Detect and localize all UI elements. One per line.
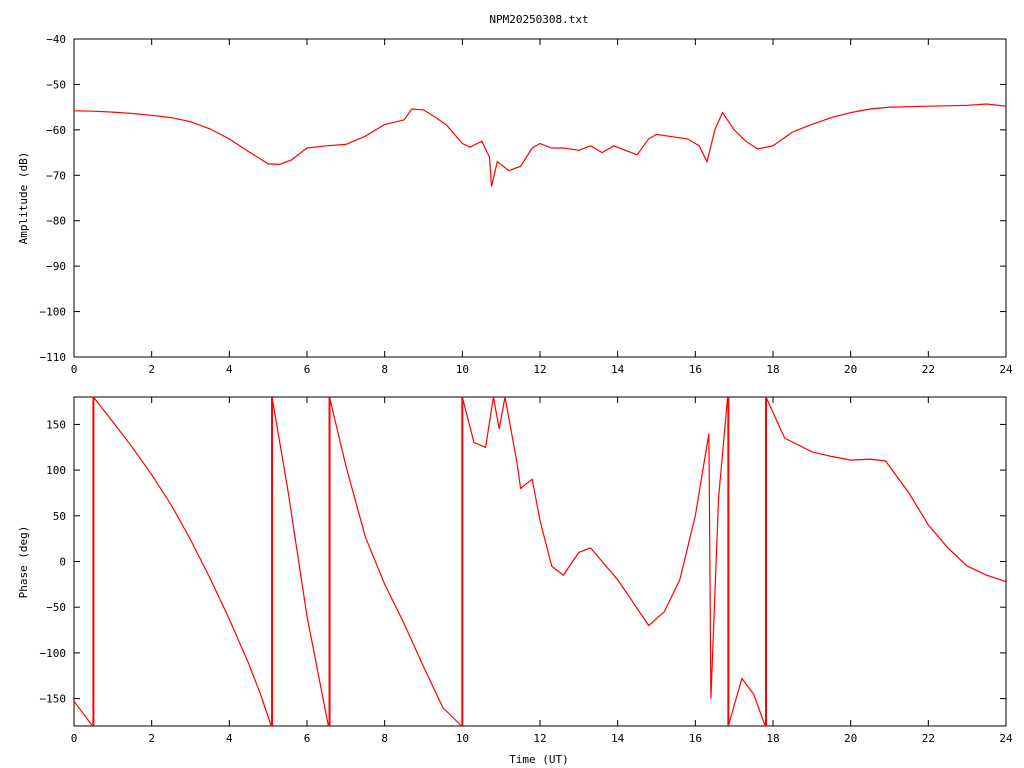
y-tick-label: −50: [46, 78, 66, 91]
x-tick-label: 2: [148, 363, 155, 376]
x-tick-label: 8: [381, 732, 388, 745]
x-axis-label: Time (UT): [509, 753, 569, 766]
amplitude-series-line: [73, 103, 1007, 187]
x-tick-label: 22: [922, 732, 935, 745]
phase-y-axis-label: Phase (deg): [17, 526, 30, 599]
y-tick-label: −90: [46, 260, 66, 273]
x-tick-label: 0: [71, 732, 78, 745]
x-tick-label: 24: [999, 732, 1013, 745]
y-tick-label: −80: [46, 215, 66, 228]
x-tick-label: 16: [689, 363, 702, 376]
y-tick-label: −50: [46, 601, 66, 614]
x-tick-label: 4: [226, 732, 233, 745]
x-tick-label: 20: [844, 732, 857, 745]
y-tick-label: −40: [46, 33, 66, 46]
x-tick-label: 24: [999, 363, 1013, 376]
y-tick-label: 50: [53, 510, 66, 523]
x-tick-label: 16: [689, 732, 702, 745]
y-tick-label: 0: [59, 556, 66, 569]
x-tick-label: 18: [766, 732, 779, 745]
phase-plot-frame: [73, 396, 1007, 727]
x-tick-label: 14: [611, 732, 625, 745]
x-tick-label: 20: [844, 363, 857, 376]
x-tick-label: 10: [456, 363, 469, 376]
y-tick-label: −110: [40, 351, 67, 364]
amplitude-panel: −40−50−60−70−80−90−100−110 0 2 4 6 8 10 12 14 16…: [17, 33, 1013, 376]
y-tick-label: −60: [46, 124, 66, 137]
amplitude-plot-frame: [73, 38, 1007, 358]
y-tick-label: −150: [40, 693, 67, 706]
chart-title: NPM20250308.txt: [489, 13, 588, 26]
amplitude-y-axis-label: Amplitude (dB): [17, 152, 30, 245]
y-tick-label: −100: [40, 306, 67, 319]
y-tick-label: −70: [46, 169, 66, 182]
x-tick-label: 0: [71, 363, 78, 376]
x-tick-label: 6: [304, 363, 311, 376]
x-tick-label: 18: [766, 363, 779, 376]
x-tick-label: 12: [533, 363, 546, 376]
y-tick-label: −100: [40, 647, 67, 660]
x-tick-label: 6: [304, 732, 311, 745]
x-tick-label: 2: [148, 732, 155, 745]
phase-series-line: [73, 396, 1007, 727]
x-tick-label: 10: [456, 732, 469, 745]
x-tick-label: 22: [922, 363, 935, 376]
y-tick-label: 100: [46, 464, 66, 477]
x-tick-label: 14: [611, 363, 625, 376]
y-tick-label: 150: [46, 418, 66, 431]
x-tick-label: 4: [226, 363, 233, 376]
x-tick-label: 8: [381, 363, 388, 376]
x-tick-label: 12: [533, 732, 546, 745]
